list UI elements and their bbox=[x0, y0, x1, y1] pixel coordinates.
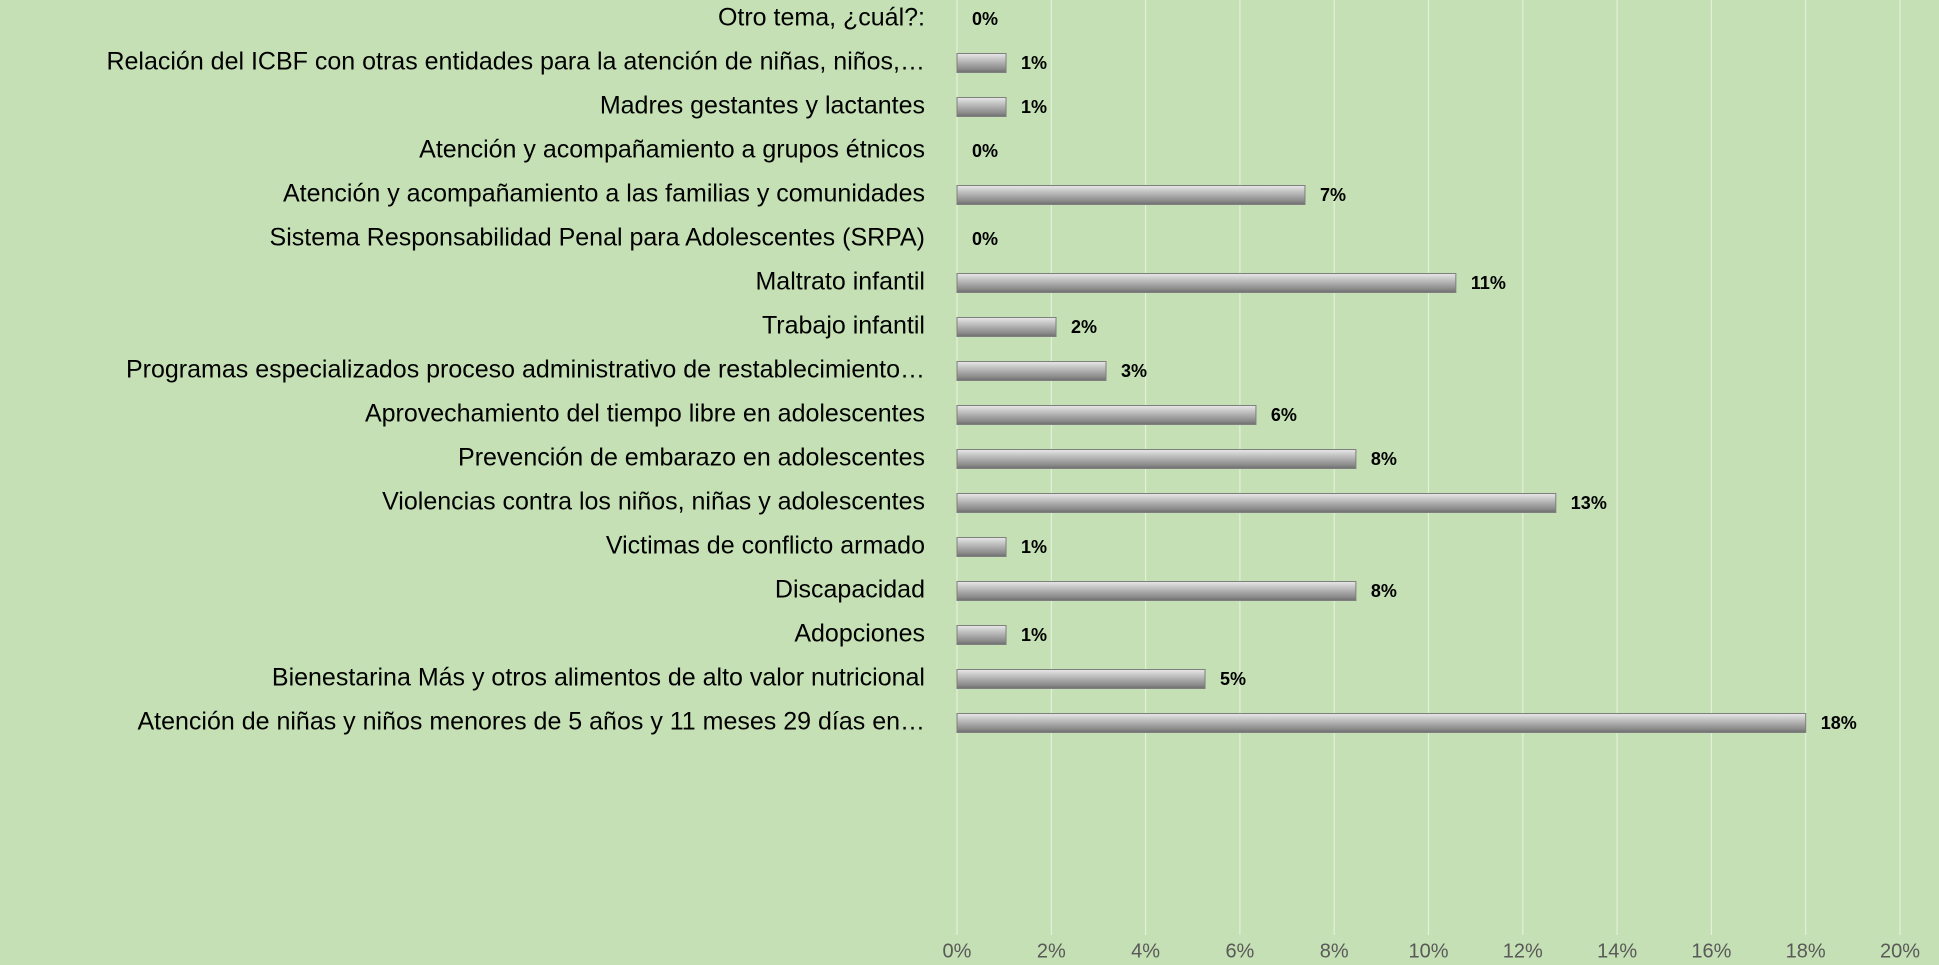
data-label: 1% bbox=[1021, 625, 1047, 645]
category-label: Relación del ICBF con otras entidades pa… bbox=[106, 48, 925, 76]
category-label: Prevención de embarazo en adolescentes bbox=[458, 444, 925, 472]
x-tick-label: 0% bbox=[943, 940, 972, 962]
data-label: 3% bbox=[1121, 361, 1147, 381]
x-tick-label: 16% bbox=[1691, 940, 1731, 962]
category-label: Atención y acompañamiento a las familias… bbox=[283, 180, 925, 208]
bar bbox=[956, 97, 1007, 117]
x-tick-label: 12% bbox=[1503, 940, 1543, 962]
bar bbox=[956, 669, 1206, 689]
data-label: 6% bbox=[1271, 405, 1297, 425]
data-label: 0% bbox=[972, 141, 998, 161]
data-label: 7% bbox=[1320, 185, 1346, 205]
category-label: Adopciones bbox=[794, 620, 925, 648]
category-label: Bienestarina Más y otros alimentos de al… bbox=[272, 664, 925, 692]
category-label: Sistema Responsabilidad Penal para Adole… bbox=[270, 224, 925, 252]
data-label: 1% bbox=[1021, 537, 1047, 557]
bar bbox=[956, 185, 1306, 205]
x-tick-label: 18% bbox=[1786, 940, 1826, 962]
bar bbox=[956, 493, 1557, 513]
category-label: Victimas de conflicto armado bbox=[606, 532, 925, 560]
category-label: Trabajo infantil bbox=[762, 312, 925, 340]
category-label: Discapacidad bbox=[775, 576, 925, 604]
data-label: 8% bbox=[1371, 581, 1397, 601]
x-tick-label: 8% bbox=[1320, 940, 1349, 962]
bar bbox=[956, 449, 1357, 469]
data-label: 1% bbox=[1021, 97, 1047, 117]
data-label: 2% bbox=[1071, 317, 1097, 337]
category-label: Aprovechamiento del tiempo libre en adol… bbox=[365, 400, 925, 428]
bar bbox=[956, 625, 1007, 645]
bar bbox=[956, 537, 1007, 557]
category-label: Madres gestantes y lactantes bbox=[600, 92, 925, 120]
category-label: Atención de niñas y niños menores de 5 a… bbox=[137, 708, 925, 736]
x-tick-label: 2% bbox=[1037, 940, 1066, 962]
bar bbox=[956, 405, 1257, 425]
bar bbox=[956, 581, 1357, 601]
data-label: 0% bbox=[972, 9, 998, 29]
x-tick-label: 14% bbox=[1597, 940, 1637, 962]
category-label: Otro tema, ¿cuál?: bbox=[718, 4, 925, 32]
data-label: 5% bbox=[1220, 669, 1246, 689]
data-label: 0% bbox=[972, 229, 998, 249]
bar bbox=[956, 713, 1807, 733]
data-label: 13% bbox=[1571, 493, 1607, 513]
bar bbox=[956, 361, 1107, 381]
data-label: 18% bbox=[1821, 713, 1857, 733]
bar bbox=[956, 317, 1057, 337]
category-label: Maltrato infantil bbox=[755, 268, 925, 296]
x-tick-label: 20% bbox=[1880, 940, 1920, 962]
bar bbox=[956, 273, 1457, 293]
data-label: 8% bbox=[1371, 449, 1397, 469]
bar bbox=[956, 53, 1007, 73]
x-tick-label: 4% bbox=[1131, 940, 1160, 962]
category-label: Programas especializados proceso adminis… bbox=[126, 356, 925, 384]
x-tick-label: 6% bbox=[1225, 940, 1254, 962]
x-tick-label: 10% bbox=[1408, 940, 1448, 962]
data-label: 1% bbox=[1021, 53, 1047, 73]
category-label: Atención y acompañamiento a grupos étnic… bbox=[419, 136, 925, 164]
category-label: Violencias contra los niños, niñas y ado… bbox=[382, 488, 925, 516]
data-label: 11% bbox=[1471, 273, 1506, 293]
